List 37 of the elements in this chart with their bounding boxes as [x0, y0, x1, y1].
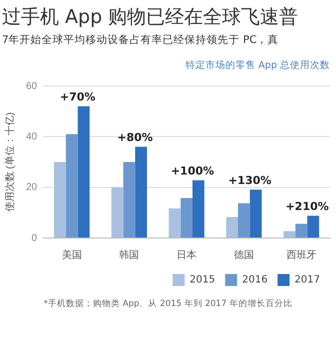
- bar: [111, 187, 124, 238]
- bar: [307, 216, 320, 238]
- legend-label: 2016: [242, 274, 268, 286]
- bar: [226, 216, 238, 238]
- annotation: +100%: [170, 164, 214, 178]
- bar: [135, 146, 147, 238]
- y-tick-label: 20: [26, 182, 38, 194]
- annotation: +70%: [60, 90, 96, 104]
- bar: [238, 203, 250, 238]
- bar: [123, 162, 136, 238]
- legend-label: 2015: [190, 274, 216, 286]
- bar: [192, 180, 204, 238]
- x-tick-label: 西班牙: [286, 248, 316, 261]
- legend-title: 特定市场的零售 App 总使用次数: [184, 59, 331, 73]
- x-tick-label: 日本: [176, 248, 197, 261]
- y-tick-label: 0: [32, 232, 38, 244]
- bar: [78, 106, 90, 238]
- chart-subtitle: 7年开始全球平均移动设备占有率已经保持领先于 PC，真: [1, 33, 280, 47]
- y-axis-title: 使用次数 (单位：十亿): [4, 112, 16, 212]
- bar: [250, 190, 262, 238]
- x-tick-label: 德国: [234, 250, 254, 261]
- bar: [54, 162, 66, 238]
- legend-label: 2017: [294, 274, 320, 286]
- bar: [295, 224, 308, 238]
- bar: [66, 134, 78, 238]
- y-tick-label: 60: [26, 80, 38, 92]
- bar: [168, 208, 181, 238]
- bar: [180, 198, 192, 238]
- x-tick-label: 美国: [62, 248, 82, 261]
- chart-title: 过手机 App 购物已经在全球飞速普: [1, 5, 300, 30]
- bar: [284, 231, 296, 238]
- annotation: +210%: [286, 200, 329, 214]
- annotation: +130%: [228, 174, 272, 187]
- annotation: +80%: [117, 131, 153, 144]
- text: *手机数据；购物类 App。从 2015 年到 2017 年的增长百分比: [42, 298, 294, 311]
- x-tick-label: 韩国: [119, 248, 140, 261]
- y-tick-label: 40: [26, 131, 38, 142]
